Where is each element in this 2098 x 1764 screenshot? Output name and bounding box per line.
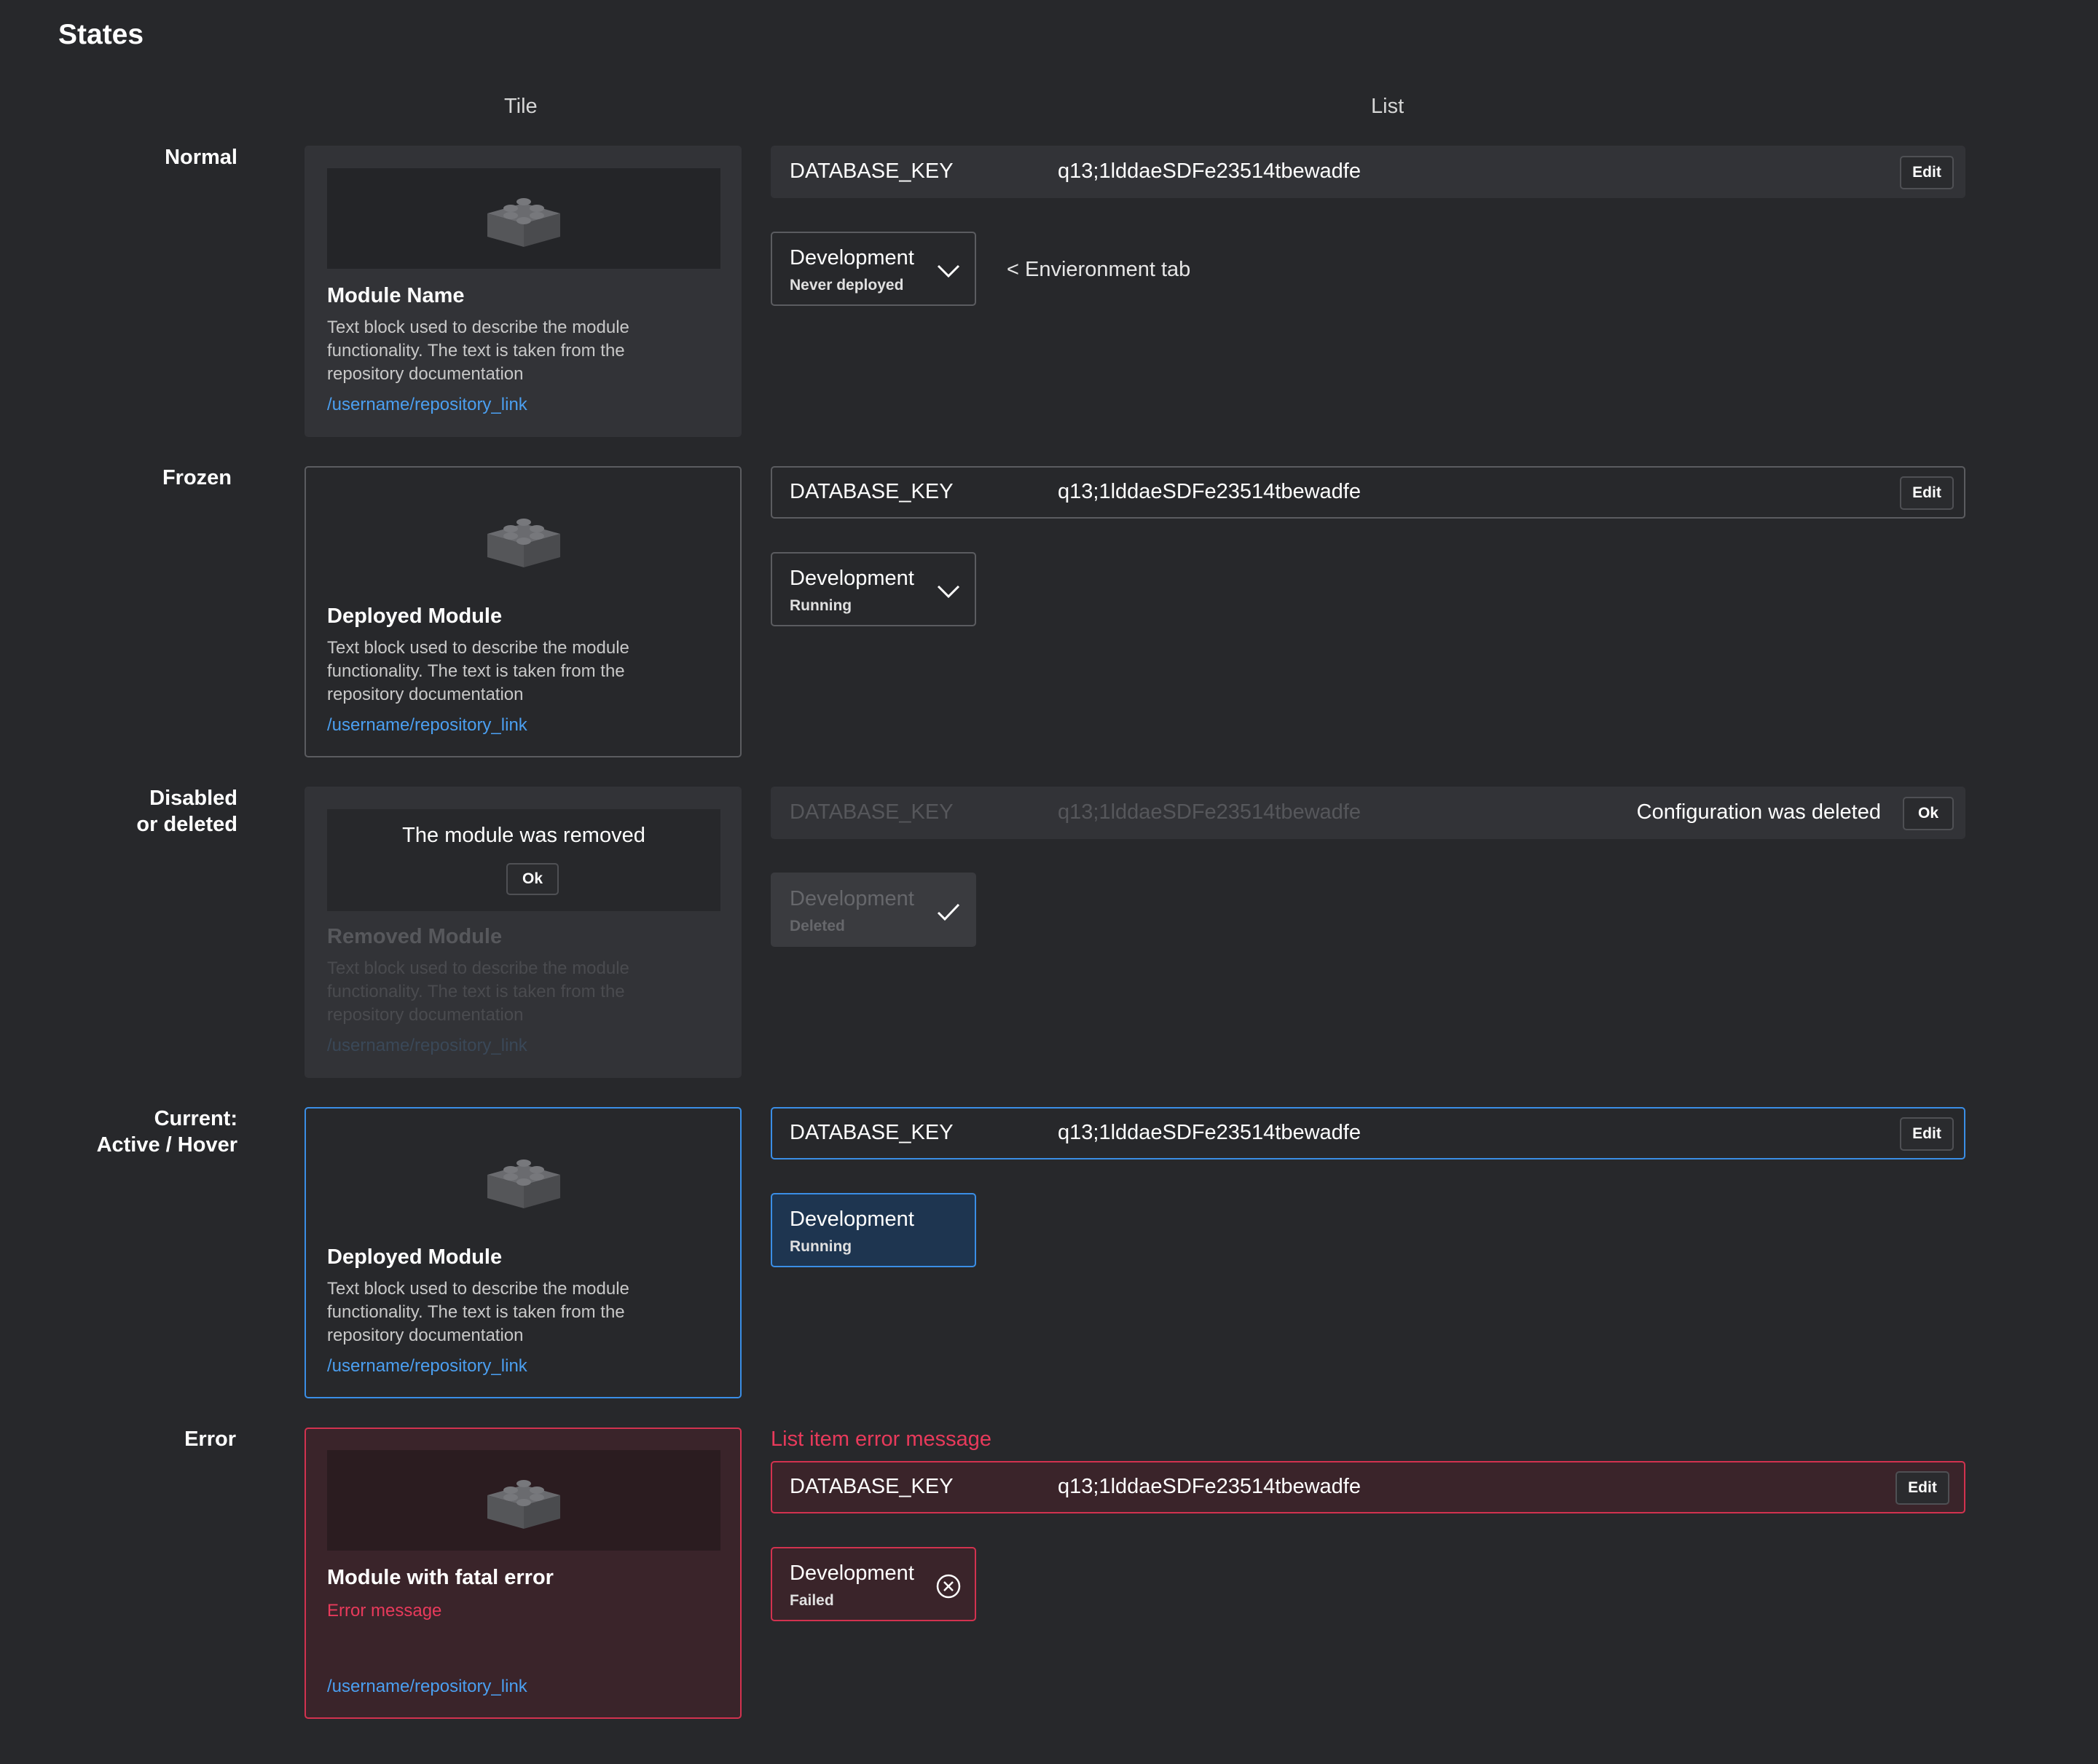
- lego-brick-icon: [487, 519, 560, 567]
- column-header-list: List: [1371, 95, 1404, 118]
- lego-brick-icon: [487, 198, 560, 247]
- module-tile-disabled: The module was removed Ok Removed Module…: [305, 787, 742, 1078]
- removed-notice: The module was removed Ok: [327, 809, 720, 911]
- environment-tab-current[interactable]: Development Running: [771, 1193, 976, 1267]
- module-image: [327, 489, 720, 589]
- config-key: DATABASE_KEY: [790, 160, 954, 183]
- config-value: q13;1lddaeSDFe23514tbewadfe: [1058, 1475, 1361, 1498]
- edit-button[interactable]: Edit: [1900, 1117, 1954, 1151]
- tile-description: Text block used to describe the module f…: [327, 958, 629, 1025]
- config-value: q13;1lddaeSDFe23514tbewadfe: [1058, 800, 1361, 824]
- check-icon: [937, 903, 960, 921]
- edit-button[interactable]: Edit: [1900, 476, 1954, 510]
- lego-brick-icon: [487, 1159, 560, 1208]
- env-name: Development: [790, 887, 914, 910]
- list-item-current[interactable]: DATABASE_KEY q13;1lddaeSDFe23514tbewadfe…: [771, 1107, 1965, 1159]
- repository-link: /username/repository_link: [327, 1036, 527, 1055]
- repository-link[interactable]: /username/repository_link: [327, 1677, 527, 1696]
- column-header-tile: Tile: [504, 95, 538, 118]
- env-name: Development: [790, 1208, 914, 1231]
- config-key: DATABASE_KEY: [790, 1121, 954, 1144]
- deleted-message: Configuration was deleted: [1636, 800, 1881, 824]
- chevron-down-icon: [937, 264, 960, 278]
- repository-link[interactable]: /username/repository_link: [327, 1356, 527, 1376]
- env-status: Never deployed: [790, 277, 904, 294]
- removed-message: The module was removed: [402, 824, 645, 847]
- module-image: [327, 1130, 720, 1230]
- environment-tab-disabled: Development Deleted: [771, 873, 976, 947]
- module-tile-normal[interactable]: Module Name Text block used to describe …: [305, 146, 742, 437]
- row-label-disabled: Disabled or deleted: [136, 787, 237, 836]
- ok-button[interactable]: Ok: [1903, 797, 1954, 830]
- module-image: [327, 168, 720, 269]
- tile-description: Text block used to describe the module f…: [327, 1279, 629, 1345]
- edit-button[interactable]: Edit: [1900, 156, 1954, 189]
- row-label-frozen: Frozen: [162, 466, 232, 489]
- list-item-frozen[interactable]: DATABASE_KEY q13;1lddaeSDFe23514tbewadfe…: [771, 466, 1965, 519]
- tile-description: Text block used to describe the module f…: [327, 638, 629, 704]
- tile-description: Text block used to describe the module f…: [327, 318, 629, 384]
- environment-tab-frozen[interactable]: Development Running: [771, 552, 976, 626]
- module-tile-current[interactable]: Deployed Module Text block used to descr…: [305, 1107, 742, 1398]
- tile-title: Deployed Module: [327, 1245, 503, 1269]
- list-error-message: List item error message: [771, 1428, 991, 1451]
- environment-tab-error[interactable]: Development Failed: [771, 1547, 976, 1621]
- lego-brick-icon: [487, 1480, 560, 1529]
- row-label-current: Current: Active / Hover: [96, 1107, 237, 1157]
- row-label-normal: Normal: [165, 146, 237, 169]
- config-key: DATABASE_KEY: [790, 800, 954, 824]
- page-title: States: [58, 19, 144, 50]
- module-tile-frozen[interactable]: Deployed Module Text block used to descr…: [305, 466, 742, 757]
- env-status: Failed: [790, 1592, 834, 1609]
- repository-link[interactable]: /username/repository_link: [327, 715, 527, 735]
- row-label-error: Error: [184, 1428, 236, 1451]
- module-image: [327, 1450, 720, 1551]
- config-value: q13;1lddaeSDFe23514tbewadfe: [1058, 160, 1361, 183]
- environment-tab-normal[interactable]: Development Never deployed: [771, 232, 976, 306]
- edit-button[interactable]: Edit: [1895, 1471, 1949, 1505]
- list-item-disabled: DATABASE_KEY q13;1lddaeSDFe23514tbewadfe…: [771, 787, 1965, 839]
- env-status: Running: [790, 597, 852, 614]
- list-item-normal[interactable]: DATABASE_KEY q13;1lddaeSDFe23514tbewadfe…: [771, 146, 1965, 198]
- tile-title: Module Name: [327, 284, 465, 307]
- env-status: Deleted: [790, 918, 845, 934]
- config-key: DATABASE_KEY: [790, 480, 954, 503]
- config-value: q13;1lddaeSDFe23514tbewadfe: [1058, 1121, 1361, 1144]
- repository-link[interactable]: /username/repository_link: [327, 395, 527, 414]
- env-name: Development: [790, 246, 914, 269]
- config-key: DATABASE_KEY: [790, 1475, 954, 1498]
- tile-title: Deployed Module: [327, 605, 503, 628]
- env-status: Running: [790, 1238, 852, 1255]
- close-circle-icon: [936, 1574, 961, 1599]
- config-value: q13;1lddaeSDFe23514tbewadfe: [1058, 480, 1361, 503]
- tile-error-message: Error message: [327, 1601, 442, 1621]
- chevron-down-icon: [937, 585, 960, 599]
- module-tile-error[interactable]: Module with fatal error Error message /u…: [305, 1428, 742, 1719]
- env-name: Development: [790, 567, 914, 590]
- annotation-environment-tab: < Envieronment tab: [1007, 258, 1191, 281]
- tile-title: Module with fatal error: [327, 1566, 554, 1589]
- ok-button[interactable]: Ok: [506, 863, 559, 895]
- list-item-error[interactable]: DATABASE_KEY q13;1lddaeSDFe23514tbewadfe…: [771, 1461, 1965, 1513]
- tile-title: Removed Module: [327, 925, 503, 948]
- env-name: Development: [790, 1562, 914, 1585]
